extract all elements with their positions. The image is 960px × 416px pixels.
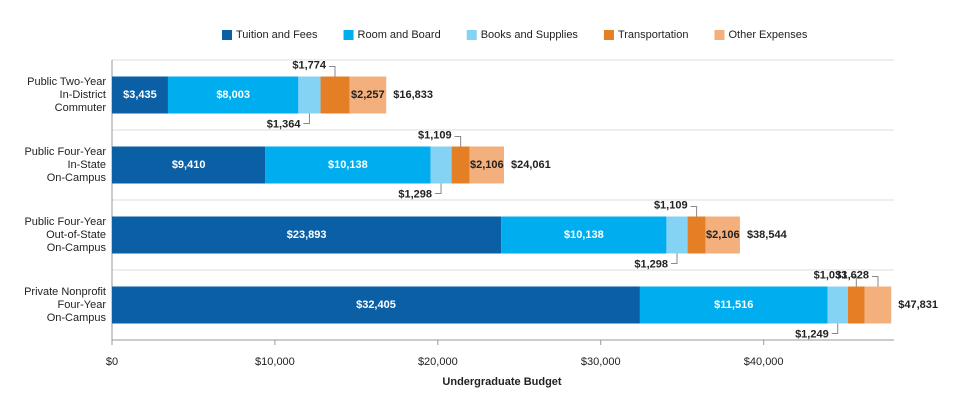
category-label: Out-of-State xyxy=(46,229,106,241)
value-label: $11,516 xyxy=(714,299,753,311)
bar-segment xyxy=(639,286,828,324)
bar-segment xyxy=(349,76,387,114)
category-label: Public Four-Year xyxy=(24,146,106,158)
value-label: $9,410 xyxy=(172,159,206,171)
legend-swatch xyxy=(714,30,725,40)
leader-line xyxy=(303,113,310,124)
bar-segment xyxy=(827,286,848,324)
bar-segment xyxy=(112,146,266,184)
value-label: $1,109 xyxy=(418,129,452,141)
value-label: $1,033 xyxy=(814,269,848,281)
bar-segment xyxy=(112,216,502,254)
legend-label: Books and Supplies xyxy=(481,29,579,41)
value-label: $1,249 xyxy=(795,328,829,340)
leader-line xyxy=(690,206,698,217)
total-label: $47,831 xyxy=(898,299,938,311)
bar-segment xyxy=(167,76,299,114)
category-label: Commuter xyxy=(55,102,107,114)
value-label: $2,257 xyxy=(351,89,385,101)
x-axis-label: Undergraduate Budget xyxy=(442,376,562,388)
bar-segment xyxy=(298,76,321,114)
leader-line xyxy=(871,276,879,287)
leader-line xyxy=(329,66,336,77)
bar-segment xyxy=(501,216,667,254)
bar-segment xyxy=(320,76,350,114)
legend-label: Room and Board xyxy=(358,29,441,41)
legend-swatch xyxy=(222,30,232,40)
bar-segment xyxy=(430,146,452,184)
category-label: In-District xyxy=(60,89,106,101)
value-label: $2,106 xyxy=(470,159,504,171)
x-tick-label: $0 xyxy=(106,356,118,368)
x-tick-label: $40,000 xyxy=(744,356,784,368)
category-label: On-Campus xyxy=(47,172,107,184)
value-label: $3,435 xyxy=(123,89,157,101)
leader-line xyxy=(454,136,462,147)
bar-segment xyxy=(705,216,740,254)
legend-swatch xyxy=(603,30,614,40)
total-label: $24,061 xyxy=(511,159,551,171)
bar-segment xyxy=(847,286,865,324)
bar-segment xyxy=(112,286,640,324)
bar-segment xyxy=(265,146,431,184)
value-label: $1,298 xyxy=(634,258,668,270)
category-label: Private Nonprofit xyxy=(24,286,106,298)
value-label: $1,628 xyxy=(835,269,869,281)
category-label: Public Four-Year xyxy=(24,216,106,228)
total-label: $16,833 xyxy=(393,89,433,101)
bar-segment xyxy=(864,286,892,324)
legend-label: Tuition and Fees xyxy=(236,29,318,41)
legend-label: Other Expenses xyxy=(728,29,807,41)
bar-segment xyxy=(112,76,168,114)
bar-segment xyxy=(469,146,504,184)
legend-swatch xyxy=(466,30,477,40)
leader-line xyxy=(435,183,442,194)
x-tick-label: $30,000 xyxy=(581,356,621,368)
leader-line xyxy=(850,276,857,287)
x-tick-label: $20,000 xyxy=(418,356,458,368)
value-label: $1,298 xyxy=(398,188,432,200)
value-label: $32,405 xyxy=(356,299,396,311)
category-label: Public Two-Year xyxy=(27,76,106,88)
category-label: On-Campus xyxy=(47,242,107,254)
x-tick-label: $10,000 xyxy=(255,356,295,368)
category-label: On-Campus xyxy=(47,312,107,324)
leader-line xyxy=(831,323,839,334)
legend-label: Transportation xyxy=(618,29,689,41)
bar-segment xyxy=(451,146,470,184)
value-label: $1,109 xyxy=(654,199,688,211)
value-label: $1,364 xyxy=(267,118,302,130)
leader-line xyxy=(670,253,678,264)
value-label: $1,774 xyxy=(292,59,327,71)
total-label: $38,544 xyxy=(747,229,788,241)
value-label: $8,003 xyxy=(216,89,250,101)
legend-swatch xyxy=(343,30,354,40)
value-label: $10,138 xyxy=(564,229,604,241)
bar-segment xyxy=(666,216,688,254)
bar-segment xyxy=(687,216,706,254)
value-label: $10,138 xyxy=(328,159,368,171)
category-label: Four-Year xyxy=(57,299,106,311)
value-label: $23,893 xyxy=(287,229,327,241)
value-label: $2,106 xyxy=(706,229,740,241)
category-label: In-State xyxy=(67,159,106,171)
